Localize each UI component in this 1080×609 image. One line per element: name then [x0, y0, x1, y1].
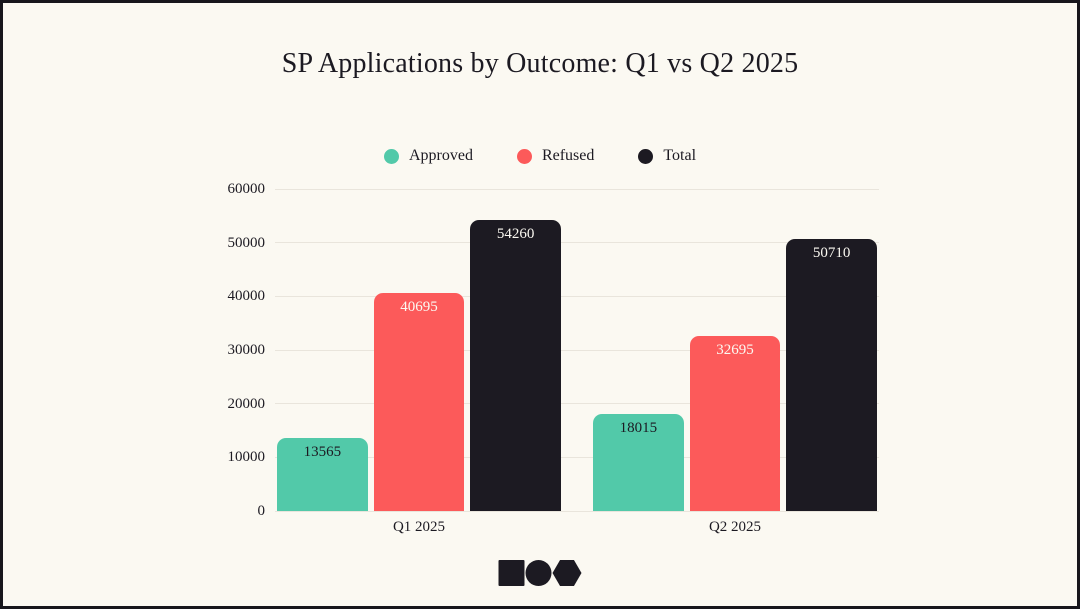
bar-value-label: 54260: [496, 225, 535, 242]
y-tick-label: 0: [257, 503, 266, 519]
y-tick-label: 30000: [227, 342, 266, 358]
bar-approved-q2-2025: 18015: [593, 414, 684, 511]
bar-group-q1-2025: 13565 40695 54260: [277, 189, 562, 511]
legend-item-total: Total: [638, 147, 696, 165]
y-tick-label: 20000: [227, 395, 266, 412]
bar-value-label: 13565: [303, 444, 342, 461]
y-tick-label: 50000: [227, 234, 266, 251]
bar-total-q2-2025: 50710: [786, 238, 878, 511]
brand-logo: [498, 560, 582, 586]
legend-dot-icon-total: [638, 148, 654, 164]
gridline: [275, 510, 879, 512]
x-tick-label: Q2 2025: [708, 519, 762, 535]
bar-refused-q2-2025: 32695: [689, 335, 781, 511]
gridline: [275, 188, 879, 190]
bar-value-label: 40695: [400, 298, 438, 315]
legend-dot-icon-refused: [516, 148, 532, 164]
legend-item-refused: Refused: [516, 147, 595, 165]
plot-area: 0 10000 20000 30000 40000 50000 60000 13565 4069…: [228, 181, 879, 535]
y-tick-label: 60000: [227, 181, 266, 197]
bar-value-label: 32695: [716, 341, 754, 358]
bar-refused-q1-2025: 40695: [373, 292, 465, 511]
gridline: [275, 349, 879, 351]
legend-label: Total: [663, 147, 697, 164]
gridline: [275, 295, 879, 297]
chart-title: SP Applications by Outcome: Q1 vs Q2 202…: [281, 48, 799, 79]
bar-approved-q1-2025: 13565: [277, 438, 368, 511]
legend-dot-icon-approved: [383, 148, 399, 164]
bar-group-q2-2025: 18015 32695 50710: [593, 189, 878, 511]
bar-total-q1-2025: 54260: [470, 219, 562, 511]
x-tick-label: Q1 2025: [392, 519, 446, 535]
gridline: [275, 456, 879, 458]
legend: Approved Refused Total: [3, 147, 1077, 165]
legend-label: Refused: [541, 147, 595, 164]
logo-square-icon: [498, 560, 525, 586]
legend-label: Approved: [408, 147, 473, 164]
gridline: [275, 403, 879, 405]
legend-item-approved: Approved: [383, 147, 473, 165]
y-tick-label: 10000: [227, 449, 266, 466]
bar-value-label: 50710: [812, 244, 851, 261]
bar-value-label: 18015: [619, 420, 658, 437]
logo-circle-icon: [525, 560, 552, 586]
logo-hexagon-icon: [552, 560, 582, 586]
gridline: [275, 242, 879, 244]
y-tick-label: 40000: [227, 288, 266, 305]
